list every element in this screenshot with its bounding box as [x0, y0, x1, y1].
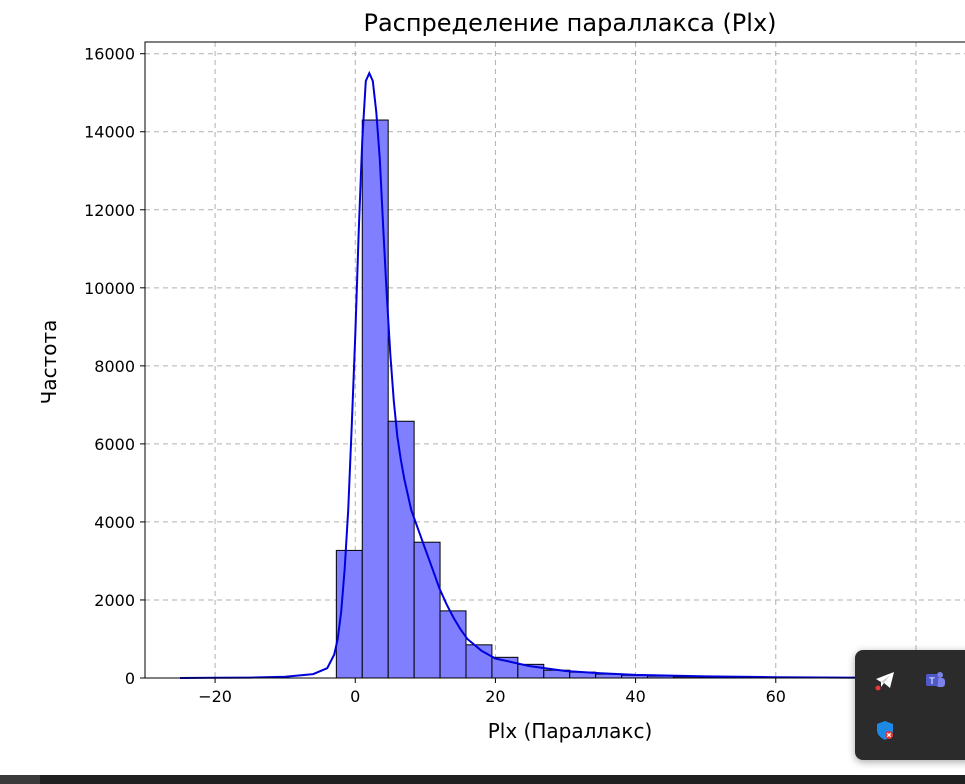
x-axis-label: Plx (Параллакс)	[488, 719, 653, 743]
teams-icon[interactable]: T	[921, 666, 949, 694]
taskbar-accent	[0, 775, 40, 784]
defender-icon[interactable]	[871, 716, 899, 744]
y-tick-label-1: 2000	[94, 591, 135, 610]
taskbar-edge	[0, 775, 965, 784]
svg-text:T: T	[928, 677, 935, 687]
telegram-icon[interactable]	[871, 666, 899, 694]
y-tick-label-6: 12000	[84, 201, 135, 220]
x-tick-label-2: 20	[485, 687, 505, 706]
y-tick-label-5: 10000	[84, 279, 135, 298]
y-tick-label-3: 6000	[94, 435, 135, 454]
x-tick-label-4: 60	[766, 687, 786, 706]
y-tick-label-7: 14000	[84, 123, 135, 142]
y-tick-label-8: 16000	[84, 45, 135, 64]
y-axis-ticks: 0 2000 4000 6000 8000 10000 12000 14000 16000	[84, 45, 145, 688]
system-tray-flyout: T	[855, 650, 965, 760]
histogram-bar-1	[361, 119, 389, 679]
kde-curve	[179, 70, 881, 679]
x-tick-label-0: −20	[198, 687, 232, 706]
chart-title: Распределение параллакса (Plx)	[363, 9, 776, 37]
x-axis-ticks: −20 0 20 40 60	[198, 678, 786, 706]
plot-frame	[144, 41, 965, 679]
histogram-bar-4	[439, 610, 467, 679]
grid-lines	[145, 42, 965, 679]
histogram-bar-3	[413, 541, 441, 679]
histogram-bars	[335, 119, 882, 679]
y-tick-label-2: 4000	[94, 513, 135, 532]
x-tick-label-3: 40	[625, 687, 645, 706]
y-axis-label: Частота	[37, 320, 61, 405]
y-tick-label-4: 8000	[94, 357, 135, 376]
y-tick-label-0: 0	[125, 669, 135, 688]
x-tick-label-1: 0	[350, 687, 360, 706]
